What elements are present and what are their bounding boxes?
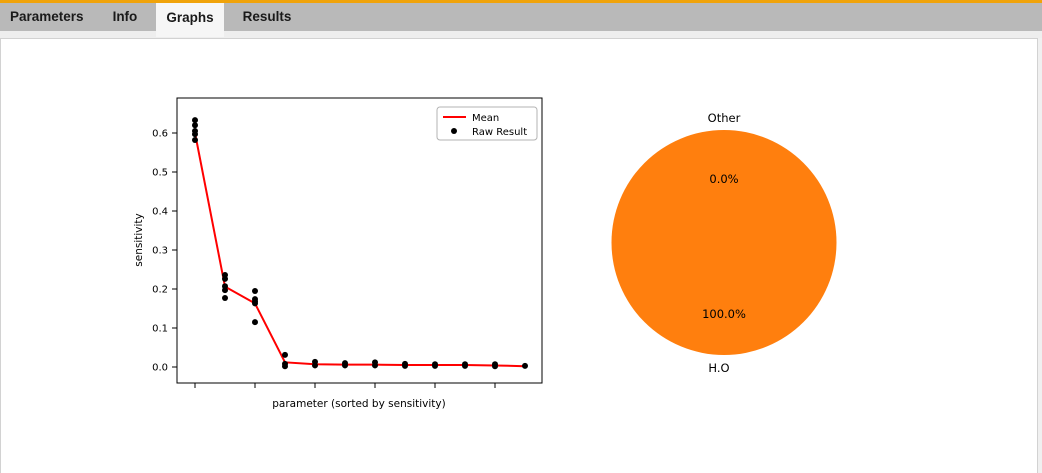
pie-chart: Other 0.0% 100.0% H.O: [611, 111, 837, 375]
tab-parameters[interactable]: Parameters: [10, 9, 84, 24]
tabbar-bottom-strip: [0, 31, 1042, 38]
raw-result-point: [252, 319, 258, 326]
tab-gap: [94, 3, 103, 31]
tab-results[interactable]: Results: [242, 9, 292, 24]
pie-label-other: Other: [708, 111, 741, 125]
raw-result-point: [372, 362, 378, 369]
y-tick-label: 0.0: [152, 363, 168, 374]
pie-slice-ho: [611, 130, 837, 355]
y-axis-label: sensitivity: [133, 213, 145, 266]
raw-result-point: [192, 137, 198, 144]
pie-label-ho: H.O: [708, 361, 729, 375]
raw-result-point: [252, 287, 258, 294]
raw-result-point: [252, 300, 258, 307]
mean-line: [194, 132, 526, 368]
legend-label-raw-result: Raw Result: [472, 127, 527, 138]
raw-result-point: [342, 362, 348, 369]
raw-result-point: [222, 287, 228, 294]
tab-gap: [224, 3, 233, 31]
raw-result-point: [402, 362, 408, 369]
pie-pct-ho: 100.0%: [702, 307, 746, 321]
raw-result-point: [462, 362, 468, 369]
raw-result-point: [282, 363, 288, 370]
y-tick-label: 0.2: [152, 285, 168, 296]
raw-result-point: [192, 117, 198, 124]
raw-result-point: [492, 363, 498, 370]
tab-gap: [147, 3, 156, 31]
tab-bar: Parameters Info Graphs Results: [0, 3, 1042, 37]
raw-result-point: [522, 362, 528, 369]
raw-result-point: [192, 131, 198, 138]
raw-result-point: [282, 351, 288, 358]
raw-result-point: [432, 362, 438, 369]
sensitivity-chart: 0.0 0.1 0.2 0.3 0.4 0.5 0.6 sensitivity paramete…: [133, 97, 543, 410]
legend-raw-dot-swatch: [451, 128, 457, 134]
y-tick-label: 0.3: [152, 246, 168, 257]
x-axis-label: parameter (sorted by sensitivity): [272, 398, 445, 410]
legend-label-mean: Mean: [472, 113, 499, 124]
raw-result-point: [222, 275, 228, 282]
legend-box: [436, 106, 538, 141]
raw-result-point: [312, 362, 318, 369]
raw-result-point: [192, 122, 198, 129]
raw-result-point: [222, 294, 228, 301]
tab-info[interactable]: Info: [112, 9, 138, 24]
y-tick-label: 0.1: [152, 324, 168, 335]
y-tick-label: 0.6: [152, 129, 168, 140]
plot-frame: [176, 97, 543, 384]
tab-graphs[interactable]: Graphs: [156, 3, 224, 37]
pie-pct-other: 0.0%: [709, 172, 738, 186]
y-tick-label: 0.4: [152, 207, 168, 218]
y-tick-label: 0.5: [152, 168, 168, 179]
top-accent-bar: [0, 0, 1042, 3]
